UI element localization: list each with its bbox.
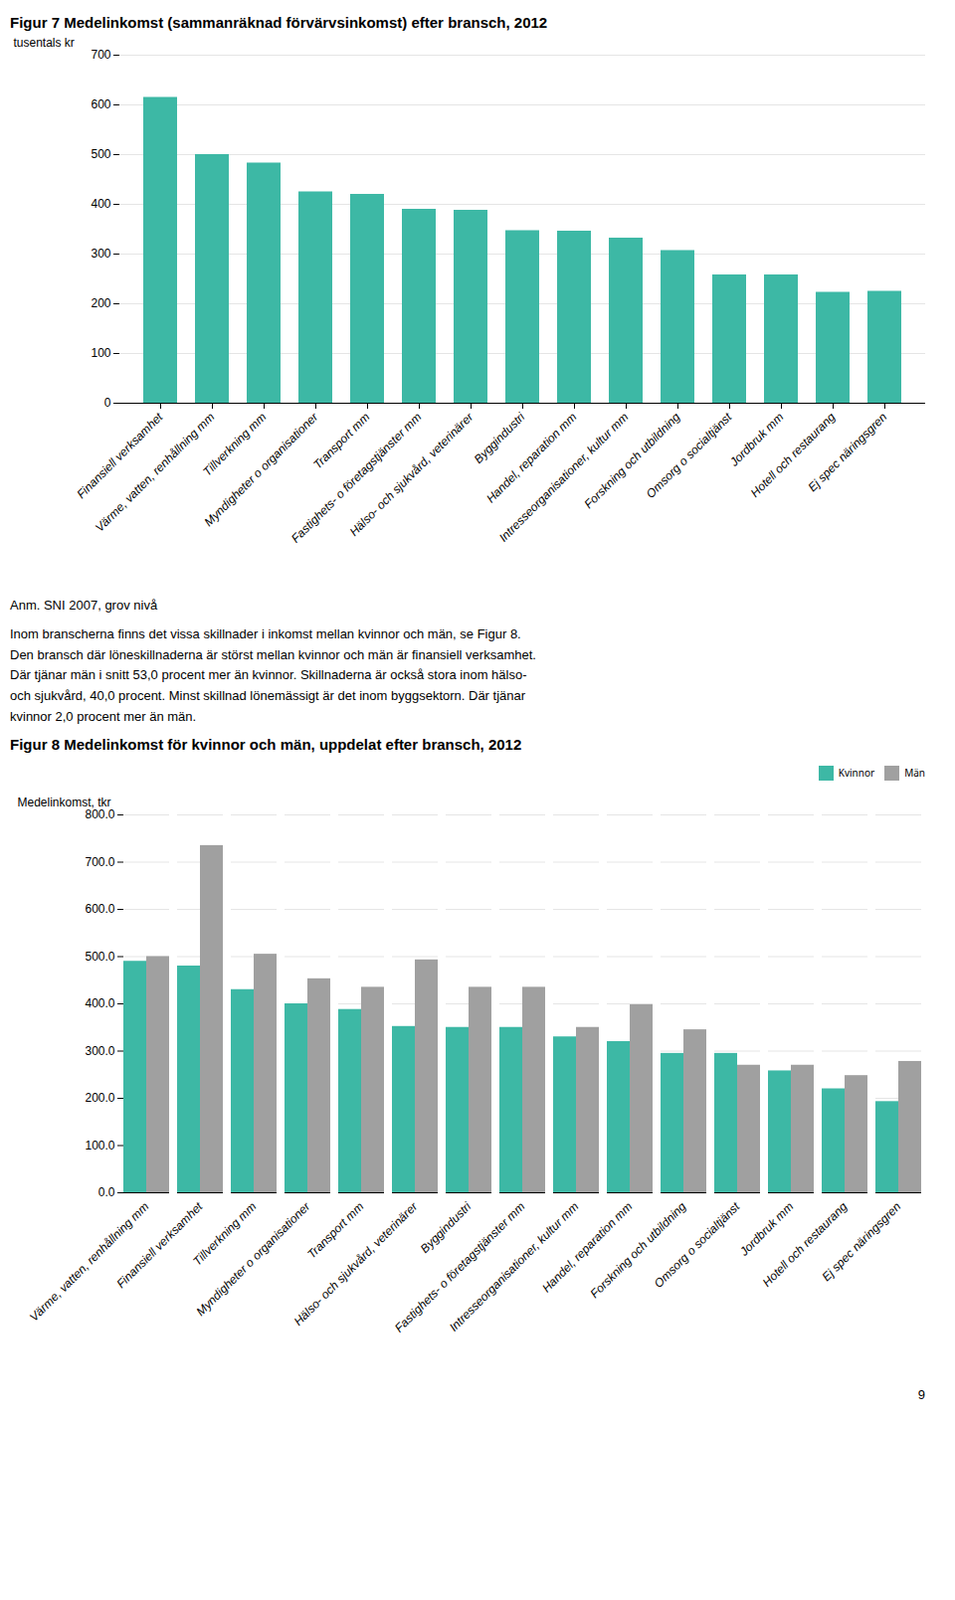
html-text:Figur 7 Medelinkomst (sammanrä: Figur 7 Medelinkomst (sammanräknad förvä…: [9, 13, 548, 31]
svg-text:100: 100: [90, 346, 111, 361]
svg-text:Värme, vatten, renhållning mm: Värme, vatten, renhållning mm: [92, 409, 217, 535]
svg-text:Finansiell verksamhet: Finansiell verksamhet: [113, 1199, 205, 1292]
html-text:Anm. SNI 2007, grov nivå: Anm. SNI 2007, grov nivå: [9, 597, 158, 613]
svg-text:500: 500: [90, 147, 111, 162]
svg-text:Handel, reparation mm: Handel, reparation mm: [539, 1199, 635, 1296]
svg-text:tusentals kr: tusentals kr: [13, 35, 75, 50]
svg-text:Jordbruk mm: Jordbruk mm: [727, 410, 787, 470]
svg-text:Finansiell verksamhet: Finansiell verksamhet: [73, 409, 166, 502]
svg-text:700: 700: [90, 47, 111, 62]
svg-text:Myndigheter o organisationer: Myndigheter o organisationer: [193, 1198, 315, 1320]
svg-text:Hotell och restaurang: Hotell och restaurang: [759, 1199, 850, 1290]
svg-text:400: 400: [90, 196, 111, 211]
svg-text:Handel, reparation mm: Handel, reparation mm: [483, 409, 579, 506]
svg-text:Forskning och utbildning: Forskning och utbildning: [580, 409, 683, 512]
svg-text:0: 0: [104, 395, 112, 410]
svg-text:Forskning och utbildning: Forskning och utbildning: [586, 1199, 689, 1302]
svg-text:Transport mm: Transport mm: [304, 1199, 367, 1262]
svg-text:400.0: 400.0: [84, 996, 115, 1011]
svg-text:200: 200: [90, 296, 111, 311]
svg-text:Tillverkning mm: Tillverkning mm: [200, 410, 269, 479]
svg-text:Omsorg o socialtjänst: Omsorg o socialtjänst: [643, 409, 736, 502]
svg-text:600.0: 600.0: [84, 902, 115, 917]
svg-text:Tillverkning mm: Tillverkning mm: [190, 1199, 259, 1269]
svg-text:Fastighets- o företagstjänster: Fastighets- o företagstjänster mm: [392, 1199, 528, 1336]
svg-text:0.0: 0.0: [98, 1185, 116, 1200]
svg-text:Byggindustri: Byggindustri: [471, 409, 529, 467]
svg-text:500.0: 500.0: [84, 950, 115, 964]
html-text:Inom branscherna finns det vis: Inom branscherna finns det vissa skillna…: [9, 626, 537, 725]
svg-text:200.0: 200.0: [84, 1091, 115, 1106]
svg-text:Hotell och restaurang: Hotell och restaurang: [748, 409, 839, 501]
svg-text:Hälso- och sjukvård, veterinär: Hälso- och sjukvård, veterinärer: [291, 1198, 421, 1329]
svg-text:Värme, vatten, renhållning mm: Värme, vatten, renhållning mm: [26, 1199, 152, 1325]
svg-text:800.0: 800.0: [84, 807, 115, 822]
svg-text:Ej spec näringsgren: Ej spec näringsgren: [804, 409, 890, 495]
html-text:Figur 8 Medelinkomst för kvinn: Figur 8 Medelinkomst för kvinnor och män…: [9, 735, 522, 753]
svg-text:Medelinkomst, tkr: Medelinkomst, tkr: [17, 795, 112, 810]
html-text:Män: Män: [904, 766, 926, 781]
svg-text:Omsorg o socialtjänst: Omsorg o socialtjänst: [651, 1199, 744, 1292]
svg-text:300.0: 300.0: [84, 1044, 115, 1059]
svg-text:Transport mm: Transport mm: [310, 410, 373, 472]
svg-text:300: 300: [90, 246, 111, 261]
svg-text:100.0: 100.0: [84, 1139, 115, 1153]
svg-text:Intresseorganisationer, kultur: Intresseorganisationer, kultur mm: [446, 1199, 582, 1335]
svg-text:700.0: 700.0: [84, 855, 115, 870]
svg-text:Jordbruk mm: Jordbruk mm: [736, 1199, 796, 1260]
html-text:Kvinnor: Kvinnor: [838, 766, 875, 781]
svg-text:Fastighets- o företagstjänster: Fastighets- o företagstjänster mm: [288, 410, 425, 546]
svg-text:Ej spec näringsgren: Ej spec näringsgren: [818, 1199, 904, 1285]
svg-text:Myndigheter o organisationer: Myndigheter o organisationer: [201, 409, 323, 531]
svg-text:Byggindustri: Byggindustri: [417, 1199, 475, 1257]
svg-text:600: 600: [90, 97, 111, 112]
html-text:9: 9: [917, 1387, 926, 1403]
svg-text:Intresseorganisationer, kultur: Intresseorganisationer, kultur mm: [496, 410, 631, 545]
svg-text:Hälso- och sjukvård, veterinär: Hälso- och sjukvård, veterinärer: [347, 409, 477, 540]
